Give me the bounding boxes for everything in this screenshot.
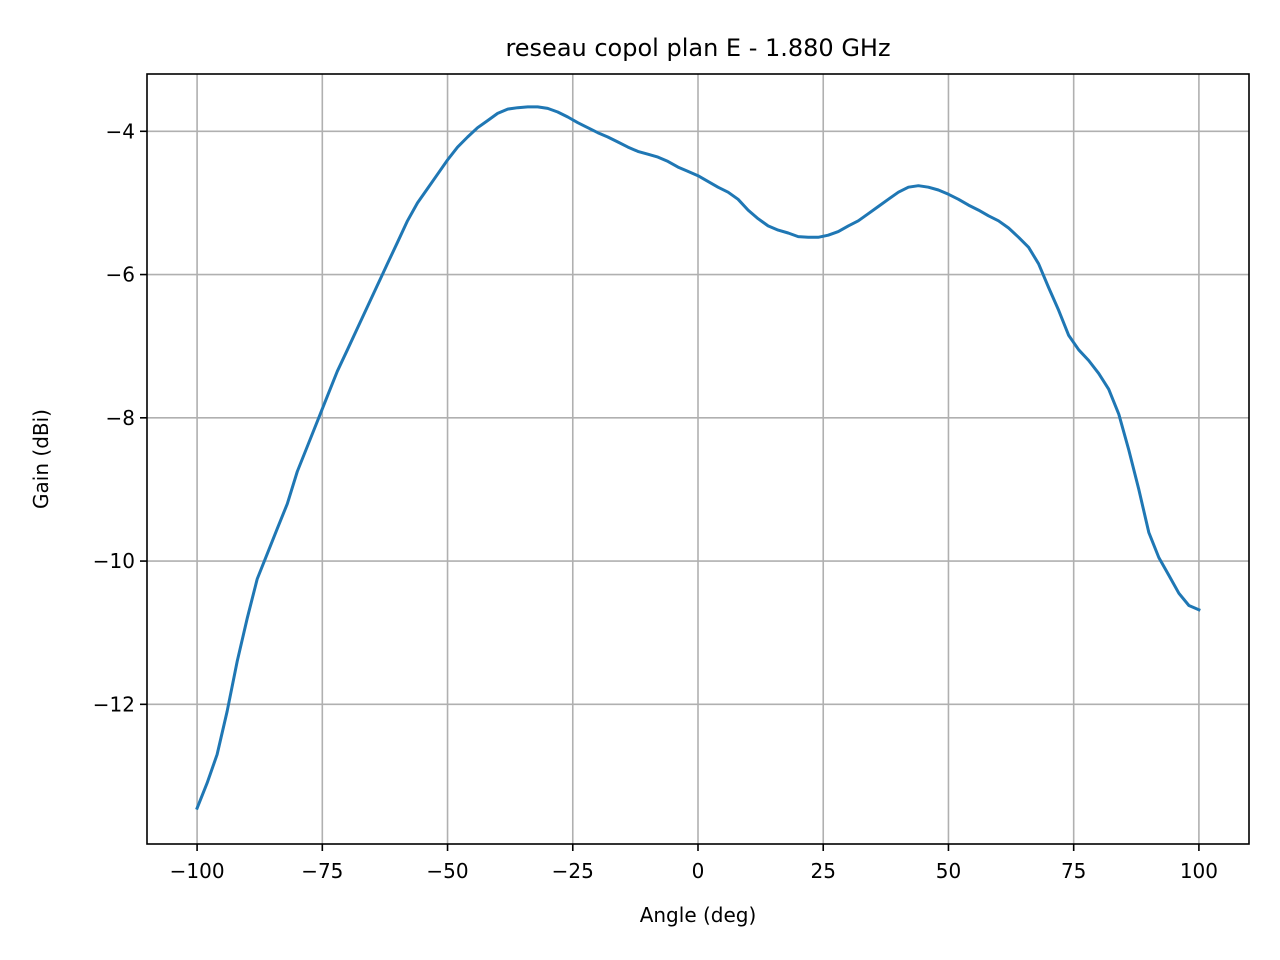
y-axis-label: Gain (dBi) xyxy=(29,409,53,509)
y-tick-label: −12 xyxy=(93,692,135,716)
y-tick-label: −6 xyxy=(106,263,135,287)
x-tick-label: −100 xyxy=(170,859,225,883)
x-tick-label: −25 xyxy=(552,859,594,883)
chart-title: reseau copol plan E - 1.880 GHz xyxy=(505,34,890,62)
y-tick-label: −10 xyxy=(93,549,135,573)
series-layer xyxy=(195,105,1201,811)
x-tick-label: −75 xyxy=(301,859,343,883)
x-axis-label: Angle (deg) xyxy=(640,903,757,927)
grid-layer xyxy=(147,74,1249,844)
x-tick-label: 25 xyxy=(811,859,836,883)
x-tick-label: 100 xyxy=(1180,859,1218,883)
x-tick-label: 50 xyxy=(936,859,961,883)
x-tick-label: 0 xyxy=(692,859,705,883)
series-line-0 xyxy=(195,105,1201,811)
x-tick-label: 75 xyxy=(1061,859,1086,883)
x-tick-label: −50 xyxy=(426,859,468,883)
y-tick-label: −4 xyxy=(106,119,135,143)
y-tick-label: −8 xyxy=(106,406,135,430)
tick-layer: −100 −75 −50 −25 0 25 50 75 100 −12 −10 −8 −6 −4 xyxy=(93,119,1218,883)
